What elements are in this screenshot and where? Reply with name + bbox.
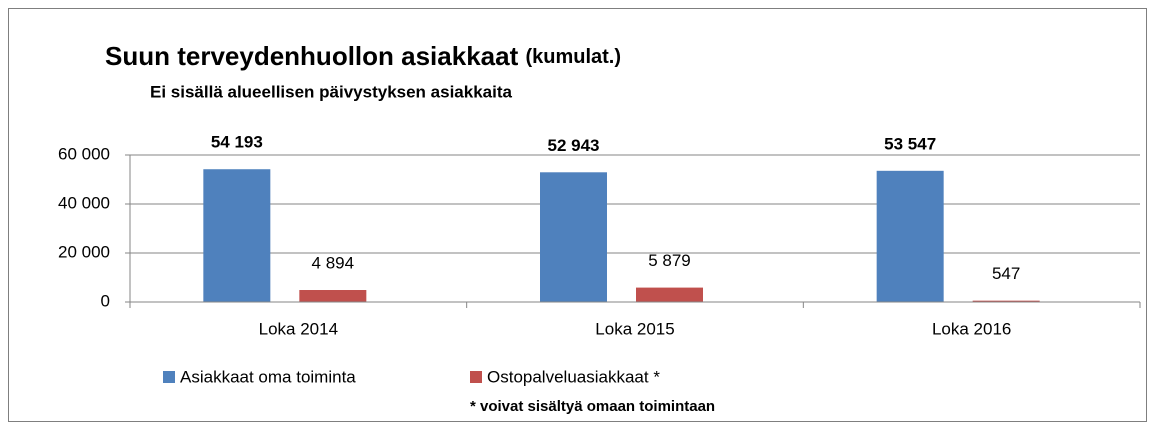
legend-swatch [163,371,175,383]
y-tick-label: 40 000 [58,193,110,212]
x-tick-label: Loka 2015 [595,319,674,338]
bar [203,169,271,302]
x-tick-label: Loka 2014 [259,319,338,338]
chart-title-group: Suun terveydenhuollon asiakkaat (kumulat… [105,41,621,71]
data-label: 5 879 [648,251,691,270]
bar [876,170,944,302]
bar [540,172,607,302]
legend-label: Asiakkaat oma toiminta [180,367,356,386]
legend-swatch [470,371,482,383]
data-label: 547 [992,264,1020,283]
bar [636,287,703,302]
data-label: 54 193 [211,133,263,152]
data-label: 52 943 [548,136,600,155]
x-tick-label: Loka 2016 [932,319,1011,338]
annotation: * voivat sisältyä omaan toimintaan [470,398,715,415]
chart-title-note: (kumulat.) [525,46,621,68]
chart-subtitle: Ei sisällä alueellisen päivystyksen asia… [150,82,513,101]
data-label: 4 894 [312,253,355,272]
chart-title: Suun terveydenhuollon asiakkaat [105,41,519,71]
bar [299,290,367,302]
y-tick-label: 20 000 [58,242,110,261]
y-tick-label: 60 000 [58,144,110,163]
y-tick-label: 0 [101,291,110,310]
bar [972,300,1040,302]
legend-label: Ostopalveluasiakkaat * [487,367,660,386]
data-label: 53 547 [884,134,936,153]
